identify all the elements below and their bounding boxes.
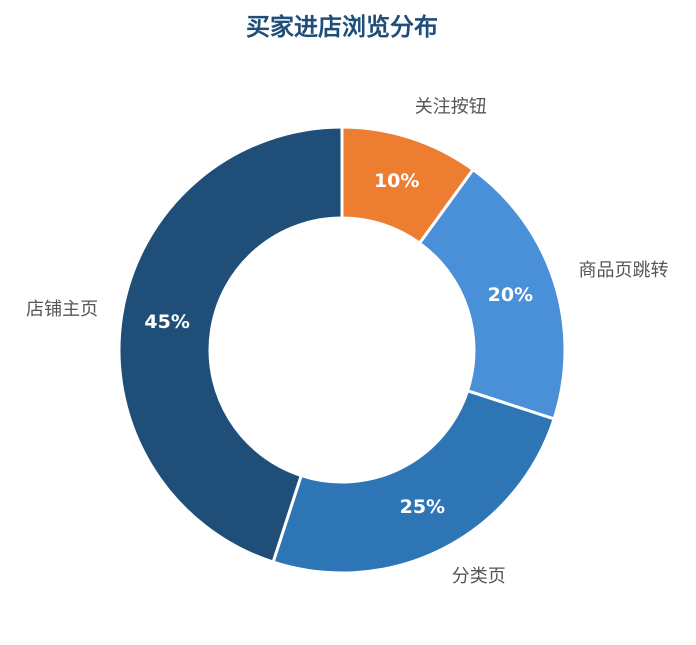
category-label: 分类页 bbox=[452, 566, 506, 587]
donut-slice bbox=[117, 125, 344, 564]
value-label: 25% bbox=[400, 496, 445, 518]
value-label: 45% bbox=[144, 311, 189, 333]
donut-slice bbox=[417, 167, 567, 421]
category-label: 关注按钮 bbox=[415, 96, 487, 117]
value-label: 10% bbox=[374, 170, 419, 192]
chart-title: 买家进店浏览分布 bbox=[246, 13, 438, 41]
donut-slice bbox=[271, 388, 556, 575]
value-label: 20% bbox=[488, 284, 533, 306]
category-label: 商品页跳转 bbox=[579, 260, 669, 281]
category-label: 店铺主页 bbox=[26, 299, 98, 320]
